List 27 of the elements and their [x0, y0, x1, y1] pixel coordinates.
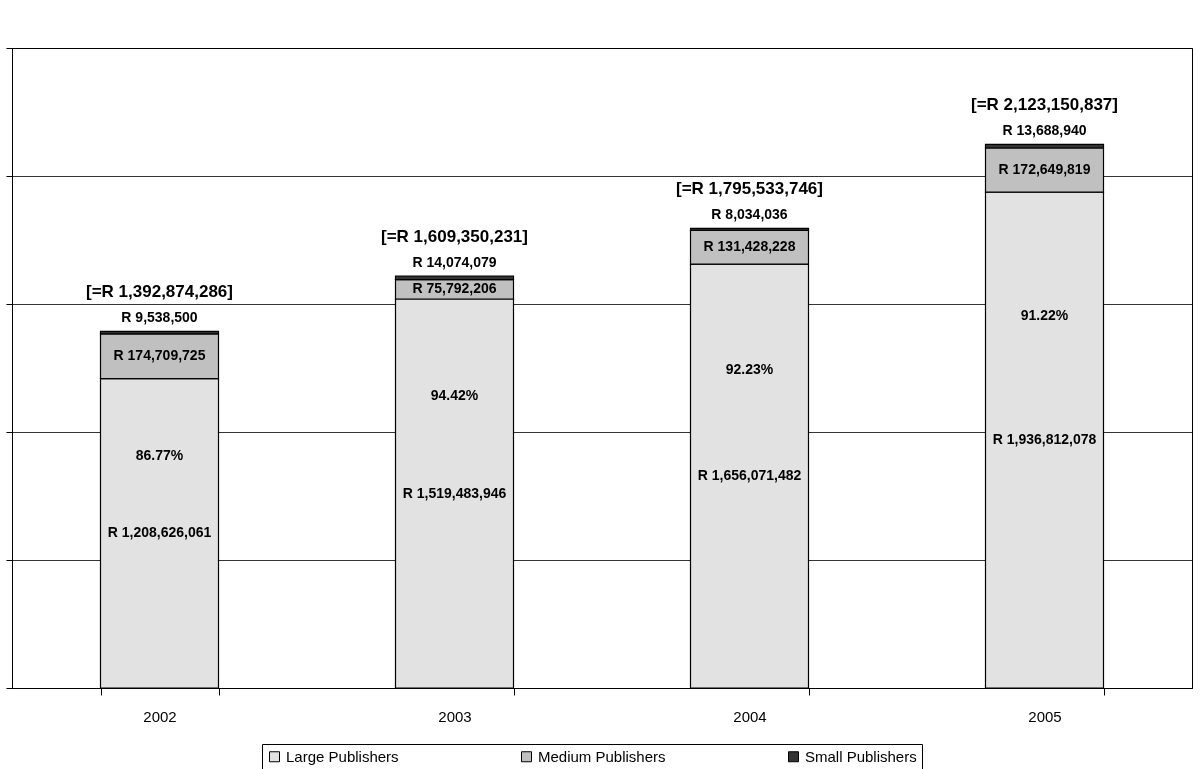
legend-label: Small Publishers	[805, 747, 917, 765]
data-label: R 174,709,725	[113, 347, 206, 364]
data-label: R 9,538,500	[121, 309, 198, 326]
total-label: [=R 1,609,350,231]	[381, 227, 528, 247]
total-label: [=R 1,795,533,746]	[676, 179, 823, 199]
data-label: R 13,688,940	[1002, 122, 1087, 139]
x-tick-label: 2004	[733, 707, 767, 725]
data-label: R 172,649,819	[998, 161, 1091, 178]
annotation: 94.42%	[430, 387, 479, 404]
legend-label: Large Publishers	[286, 747, 399, 765]
annotation: 86.77%	[135, 446, 184, 463]
x-tick-label: 2002	[143, 707, 177, 725]
data-label: R 14,074,079	[412, 254, 497, 271]
x-tick-label: 2003	[438, 707, 472, 725]
data-label: R 1,936,812,078	[992, 431, 1097, 448]
data-label: R 1,208,626,061	[107, 524, 212, 541]
data-label: R 1,656,071,482	[697, 467, 802, 484]
annotation: 92.23%	[725, 361, 774, 378]
data-label: R 8,034,036	[711, 206, 788, 223]
data-label: R 1,519,483,946	[402, 484, 507, 501]
legend-label: Medium Publishers	[538, 747, 666, 765]
total-label: [=R 1,392,874,286]	[86, 282, 233, 302]
total-label: [=R 2,123,150,837]	[971, 95, 1118, 115]
data-label: R 75,792,206	[412, 280, 497, 297]
annotation: 91.22%	[1020, 307, 1069, 324]
data-label: R 131,428,228	[703, 238, 796, 255]
x-tick-label: 2005	[1028, 707, 1062, 725]
